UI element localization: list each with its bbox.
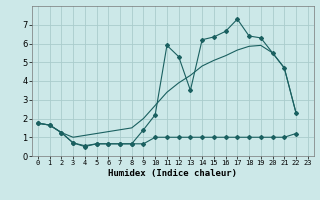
X-axis label: Humidex (Indice chaleur): Humidex (Indice chaleur) — [108, 169, 237, 178]
